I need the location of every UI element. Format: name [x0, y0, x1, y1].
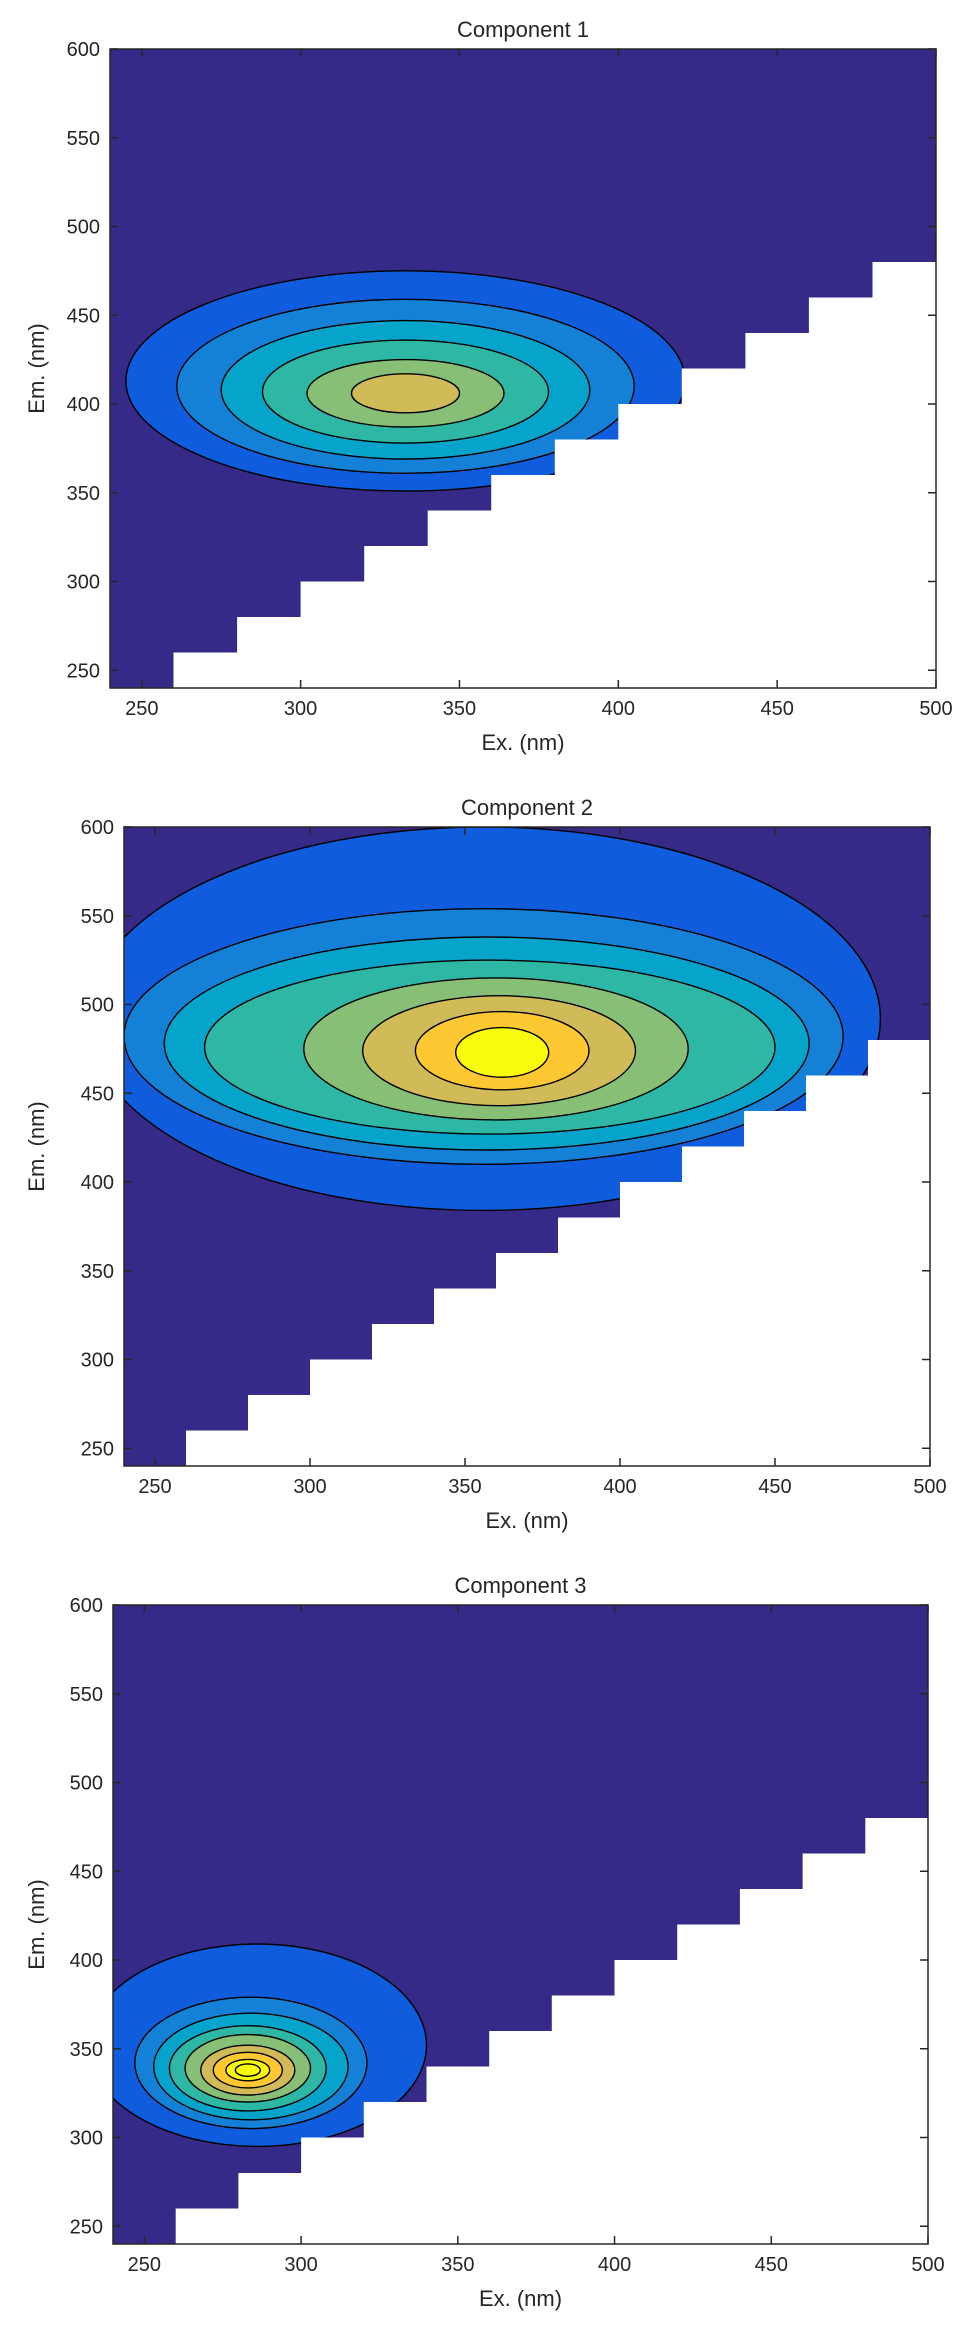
y-tick-label: 400: [70, 1950, 103, 1972]
y-tick-label: 450: [81, 1083, 114, 1105]
y-tick-label: 550: [67, 128, 100, 150]
y-tick-label: 300: [70, 2128, 103, 2150]
x-tick-label: 300: [284, 698, 317, 720]
contour-level: [455, 1026, 550, 1078]
y-axis-label: Em. (nm): [24, 1101, 49, 1191]
y-axis-label: Em. (nm): [24, 323, 49, 413]
y-tick-label: 600: [81, 817, 114, 839]
y-tick-label: 500: [67, 217, 100, 239]
x-tick-label: 400: [598, 2254, 631, 2276]
y-tick-label: 350: [70, 2039, 103, 2061]
y-tick-label: 600: [70, 1595, 103, 1617]
y-tick-label: 250: [81, 1438, 114, 1460]
x-axis-label: Ex. (nm): [485, 1508, 568, 1533]
y-tick-label: 300: [67, 572, 100, 594]
x-tick-label: 500: [919, 698, 952, 720]
y-tick-label: 500: [70, 1773, 103, 1795]
y-tick-label: 550: [81, 906, 114, 928]
x-tick-label: 350: [448, 1476, 481, 1498]
chart-panel-3: 250 300 350 400 450 500 250 300 350 400 450 500 550 6…: [24, 1573, 945, 2311]
y-tick-label: 400: [81, 1172, 114, 1194]
x-tick-label: 250: [138, 1476, 171, 1498]
y-tick-label: 600: [67, 39, 100, 61]
x-tick-label: 400: [603, 1476, 636, 1498]
y-tick-label: 550: [70, 1684, 103, 1706]
x-tick-label: 350: [443, 698, 476, 720]
x-tick-label: 250: [125, 698, 158, 720]
plot-frame: [112, 1604, 929, 2245]
x-tick-label: 450: [755, 2254, 788, 2276]
y-axis-label: Em. (nm): [24, 1879, 49, 1969]
contour-level: [350, 373, 461, 414]
masked-region: [124, 1004, 930, 1466]
y-tick-label: 350: [67, 483, 100, 505]
x-tick-label: 300: [284, 2254, 317, 2276]
y-tick-label: 300: [81, 1350, 114, 1372]
y-tick-label: 250: [70, 2216, 103, 2238]
plot-frame: [123, 826, 931, 1467]
x-tick-label: 500: [911, 2254, 944, 2276]
y-tick-label: 250: [67, 660, 100, 682]
x-tick-label: 300: [293, 1476, 326, 1498]
plot-area: [113, 1605, 928, 2244]
x-tick-label: 400: [602, 698, 635, 720]
plot-area: [124, 827, 930, 1466]
chart-title: Component 2: [461, 795, 593, 820]
masked-region: [113, 1782, 928, 2244]
y-tick-label: 400: [67, 394, 100, 416]
chart-title: Component 3: [454, 1573, 586, 1598]
chart-panel-1: 250 300 350 400 450 500 250 300 350 400 450 500 550 6…: [24, 17, 953, 755]
chart-title: Component 1: [457, 17, 589, 42]
x-axis-label: Ex. (nm): [479, 2286, 562, 2311]
y-tick-label: 450: [70, 1861, 103, 1883]
y-tick-label: 350: [81, 1261, 114, 1283]
masked-region: [110, 226, 936, 688]
y-tick-label: 450: [67, 305, 100, 327]
x-tick-label: 250: [128, 2254, 161, 2276]
contour-level: [234, 2063, 262, 2078]
plot-frame: [109, 48, 937, 689]
chart-panel-2: 250 300 350 400 450 500 250 300 350 400 450 500 550 6…: [24, 795, 947, 1533]
x-tick-label: 500: [913, 1476, 946, 1498]
y-tick-label: 500: [81, 995, 114, 1017]
x-axis-label: Ex. (nm): [481, 730, 564, 755]
plot-area: [110, 49, 936, 688]
x-tick-label: 450: [760, 698, 793, 720]
x-tick-label: 450: [758, 1476, 791, 1498]
x-tick-label: 350: [441, 2254, 474, 2276]
